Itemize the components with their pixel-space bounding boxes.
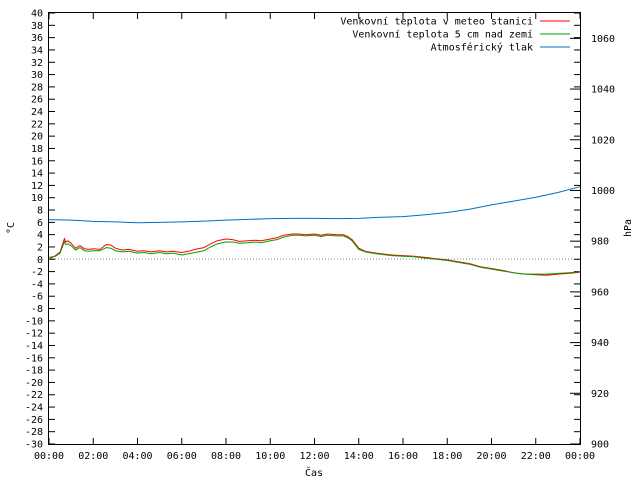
y-tick-label: -4	[31, 279, 43, 290]
y-tick-label: 8	[37, 206, 43, 217]
x-tick-label: 02:00	[78, 451, 108, 462]
y-tick-label: 28	[31, 82, 43, 93]
y-tick-label: -14	[25, 341, 43, 352]
y2-tick-label: 1000	[591, 186, 615, 197]
y-tick-label: 18	[31, 144, 43, 155]
x-tick-label: 12:00	[299, 451, 329, 462]
y-tick-label: -10	[25, 316, 43, 327]
x-tick-label: 22:00	[521, 451, 551, 462]
y-tick-label: 40	[31, 9, 43, 20]
y-axis-left: -30-28-26-24-22-20-18-16-14-12-10-8-6-4-…	[25, 9, 580, 451]
series-line-2	[48, 234, 581, 275]
y2-tick-label: 900	[591, 440, 609, 451]
x-tick-label: 18:00	[432, 451, 462, 462]
y-tick-label: 20	[31, 132, 43, 143]
x-tick-label: 08:00	[211, 451, 241, 462]
y2-axis-title: hPa	[623, 219, 634, 237]
y-tick-label: 26	[31, 95, 43, 106]
y-tick-label: 14	[31, 169, 43, 180]
x-tick-label: 00:00	[565, 451, 595, 462]
y-tick-label: -8	[31, 304, 43, 315]
y2-tick-label: 940	[591, 338, 609, 349]
x-tick-label: 14:00	[344, 451, 374, 462]
series-lines	[48, 186, 581, 276]
x-tick-label: 06:00	[167, 451, 197, 462]
y-tick-label: -22	[25, 390, 43, 401]
x-tick-label: 16:00	[388, 451, 418, 462]
y2-tick-label: 980	[591, 237, 609, 248]
y-tick-label: 12	[31, 181, 43, 192]
x-tick-label: 00:00	[34, 451, 64, 462]
y-tick-label: -18	[25, 366, 43, 377]
y-tick-label: 10	[31, 193, 43, 204]
series-line-3	[48, 186, 581, 224]
x-tick-label: 20:00	[476, 451, 506, 462]
y-tick-label: 32	[31, 58, 43, 69]
y-tick-label: 6	[37, 218, 43, 229]
y-tick-label: -6	[31, 292, 43, 303]
legend-label: Venkovní teplota 5 cm nad zemí	[352, 29, 533, 41]
x-tick-label: 10:00	[255, 451, 285, 462]
y-tick-label: 22	[31, 119, 43, 130]
x-axis-title: Čas	[305, 466, 323, 479]
legend-label: Venkovní teplota v meteo stanici	[340, 16, 533, 28]
y-tick-label: -2	[31, 267, 43, 278]
y-tick-label: 16	[31, 156, 43, 167]
y2-tick-label: 1020	[591, 135, 615, 146]
x-tick-label: 04:00	[122, 451, 152, 462]
y2-tick-label: 1040	[591, 85, 615, 96]
legend: Venkovní teplota v meteo staniciVenkovní…	[340, 16, 570, 54]
y-tick-label: 30	[31, 70, 43, 81]
y-axis-title: °C	[6, 222, 17, 234]
y-tick-label: 38	[31, 21, 43, 32]
y-tick-label: -20	[25, 378, 43, 389]
y-tick-label: -12	[25, 329, 43, 340]
y-tick-label: -28	[25, 427, 43, 438]
y-tick-label: -30	[25, 440, 43, 451]
y-tick-label: -24	[25, 403, 43, 414]
y-tick-label: 34	[31, 45, 43, 56]
y2-tick-label: 920	[591, 389, 609, 400]
y-tick-label: 4	[37, 230, 43, 241]
y-tick-label: 0	[37, 255, 43, 266]
x-axis: 00:00 02:00 04:00 06:00 08:00 10:00 12:00 14:00…	[34, 13, 595, 462]
y-axis-right: 900 920 940 960 980 1000 1020 1040 1060	[570, 34, 615, 451]
y-tick-label: -16	[25, 353, 43, 364]
y-tick-label: -26	[25, 415, 43, 426]
y-tick-label: 2	[37, 242, 43, 253]
series-line-1	[48, 233, 581, 276]
y2-tick-label: 960	[591, 287, 609, 298]
y-tick-label: 24	[31, 107, 43, 118]
legend-label: Atmosférický tlak	[431, 42, 533, 54]
plot-frame	[48, 12, 581, 445]
y-tick-label: 36	[31, 33, 43, 44]
y2-tick-label: 1060	[591, 34, 615, 45]
